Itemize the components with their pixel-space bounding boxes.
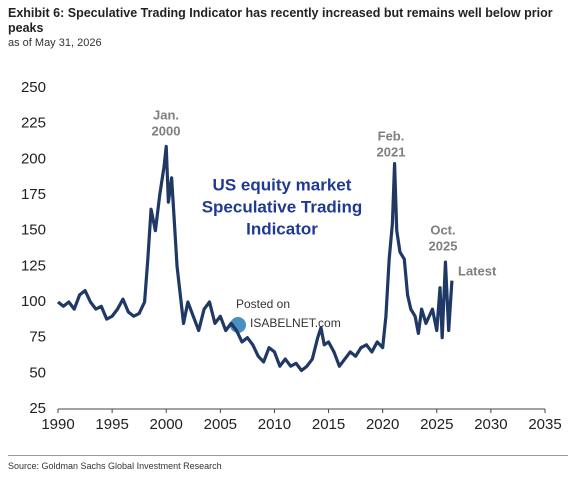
annotation: Latest	[458, 263, 497, 278]
annotation: Oct.	[430, 222, 455, 237]
annotation: Jan.	[153, 107, 179, 122]
chart-subtitle: as of May 31, 2026	[8, 37, 102, 49]
source-note: Source: Goldman Sachs Global Investment …	[8, 461, 222, 471]
y-tick-label: 150	[21, 222, 46, 239]
y-tick-label: 25	[29, 400, 46, 417]
inner-title: US equity market	[213, 175, 352, 194]
y-tick-label: 125	[21, 257, 46, 274]
x-tick-label: 2005	[204, 416, 237, 433]
y-tick-label: 75	[29, 329, 46, 346]
x-tick-label: 2010	[258, 416, 291, 433]
divider	[8, 455, 568, 456]
x-tick-label: 2015	[312, 416, 345, 433]
y-tick-label: 175	[21, 186, 46, 203]
x-tick-label: 2030	[474, 416, 507, 433]
chart-title: Exhibit 6: Speculative Trading Indicator…	[8, 6, 553, 35]
data-line	[57, 144, 454, 373]
x-tick-label: 1995	[95, 416, 128, 433]
x-tick-label: 2035	[528, 416, 561, 433]
y-tick-label: 225	[21, 115, 46, 132]
inner-title: Indicator	[246, 219, 318, 238]
watermark: ISABELNET.com	[250, 316, 341, 330]
y-tick-label: 100	[21, 293, 46, 310]
annotation: 2025	[429, 238, 458, 253]
annotation: Feb.	[378, 128, 405, 143]
x-tick-label: 1990	[41, 416, 74, 433]
annotation: 2021	[377, 144, 406, 159]
x-tick-label: 2025	[420, 416, 453, 433]
annotation: 2000	[152, 123, 181, 138]
y-tick-label: 200	[21, 150, 46, 167]
x-tick-label: 2020	[366, 416, 399, 433]
x-tick-label: 2000	[150, 416, 183, 433]
y-tick-label: 250	[21, 79, 46, 96]
inner-title: Speculative Trading	[202, 197, 363, 216]
watermark: Posted on	[236, 297, 290, 311]
y-tick-label: 50	[29, 364, 46, 381]
